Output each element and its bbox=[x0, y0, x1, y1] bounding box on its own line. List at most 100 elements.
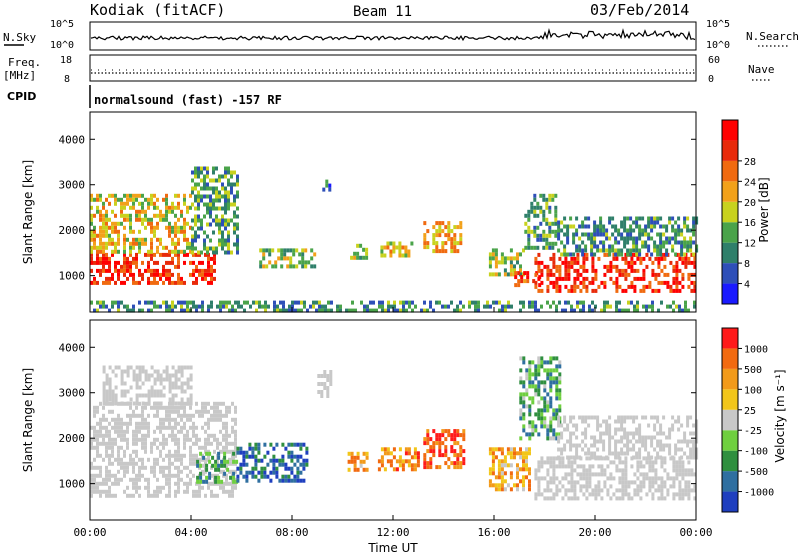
data-cell bbox=[626, 216, 630, 221]
data-cell bbox=[686, 240, 690, 245]
data-cell bbox=[603, 484, 607, 489]
data-cell bbox=[227, 182, 230, 187]
data-cell bbox=[132, 201, 135, 206]
data-cell bbox=[680, 244, 684, 249]
data-cell bbox=[165, 276, 168, 281]
data-cell bbox=[207, 417, 210, 422]
data-cell bbox=[683, 451, 687, 456]
data-cell bbox=[220, 463, 224, 468]
data-cell bbox=[168, 425, 171, 430]
data-cell bbox=[503, 479, 507, 484]
data-cell bbox=[537, 408, 541, 413]
data-cell bbox=[615, 304, 618, 309]
data-cell bbox=[491, 256, 495, 261]
data-cell bbox=[159, 429, 162, 434]
data-cell bbox=[438, 445, 442, 450]
data-cell bbox=[174, 481, 177, 486]
data-cell bbox=[194, 166, 197, 171]
data-cell bbox=[183, 445, 186, 450]
data-cell bbox=[435, 245, 439, 250]
data-cell bbox=[615, 308, 618, 313]
data-cell bbox=[99, 197, 102, 202]
data-cell bbox=[186, 245, 189, 250]
data-cell bbox=[648, 256, 652, 261]
data-cell bbox=[156, 268, 159, 273]
data-cell bbox=[279, 308, 282, 313]
data-cell bbox=[621, 460, 625, 465]
data-cell bbox=[233, 194, 236, 199]
data-cell bbox=[105, 213, 108, 218]
data-cell bbox=[587, 216, 591, 221]
data-cell bbox=[555, 456, 559, 461]
data-cell bbox=[96, 429, 99, 434]
data-cell bbox=[206, 250, 209, 255]
data-cell bbox=[171, 308, 174, 313]
data-cell bbox=[288, 308, 291, 313]
data-cell bbox=[660, 460, 664, 465]
data-cell bbox=[552, 476, 556, 481]
data-cell bbox=[534, 368, 538, 373]
data-cell bbox=[362, 255, 366, 260]
data-cell bbox=[497, 447, 501, 452]
data-cell bbox=[632, 435, 636, 440]
data-cell bbox=[123, 453, 126, 458]
data-cell bbox=[456, 465, 460, 470]
data-cell bbox=[597, 472, 601, 477]
data-cell bbox=[516, 451, 519, 456]
data-cell bbox=[438, 449, 442, 454]
data-cell bbox=[117, 249, 120, 254]
data-cell bbox=[183, 401, 186, 406]
data-cell bbox=[269, 470, 273, 475]
data-cell bbox=[177, 429, 180, 434]
data-cell bbox=[117, 445, 120, 450]
data-cell bbox=[129, 365, 133, 370]
data-cell bbox=[126, 308, 129, 313]
data-cell bbox=[630, 264, 634, 269]
data-cell bbox=[564, 488, 568, 493]
data-cell bbox=[513, 447, 516, 452]
data-cell bbox=[129, 417, 132, 422]
data-cell bbox=[117, 401, 120, 406]
data-cell bbox=[644, 447, 648, 452]
data-cell bbox=[432, 449, 436, 454]
data-cell bbox=[500, 475, 504, 480]
data-cell bbox=[262, 252, 266, 257]
data-cell bbox=[242, 474, 246, 479]
data-cell bbox=[99, 245, 102, 250]
data-cell bbox=[659, 224, 663, 229]
data-cell bbox=[602, 228, 606, 233]
data-cell bbox=[108, 457, 111, 462]
data-cell bbox=[150, 272, 153, 277]
data-cell bbox=[90, 221, 93, 226]
colorbar-swatch bbox=[722, 389, 738, 410]
data-cell bbox=[159, 393, 163, 398]
data-cell bbox=[230, 250, 233, 255]
data-cell bbox=[599, 455, 603, 460]
data-cell bbox=[242, 454, 246, 459]
data-cell bbox=[584, 431, 588, 436]
data-cell bbox=[209, 222, 212, 227]
data-cell bbox=[304, 264, 308, 269]
data-cell bbox=[267, 304, 270, 309]
data-cell bbox=[533, 245, 537, 250]
data-cell bbox=[192, 453, 195, 458]
data-cell bbox=[93, 308, 96, 313]
data-cell bbox=[174, 385, 178, 390]
data-cell bbox=[549, 488, 553, 493]
data-cell bbox=[150, 252, 153, 257]
data-cell bbox=[177, 485, 180, 490]
data-cell bbox=[129, 457, 132, 462]
data-cell bbox=[129, 213, 132, 218]
data-cell bbox=[153, 489, 156, 494]
data-cell bbox=[150, 241, 153, 246]
data-cell bbox=[168, 389, 172, 394]
colorbar-swatch bbox=[722, 283, 738, 304]
data-cell bbox=[285, 308, 288, 313]
data-cell bbox=[120, 457, 123, 462]
data-cell bbox=[153, 381, 157, 386]
data-cell bbox=[525, 459, 528, 464]
data-cell bbox=[414, 304, 417, 309]
data-cell bbox=[326, 386, 330, 390]
data-cell bbox=[165, 201, 168, 206]
